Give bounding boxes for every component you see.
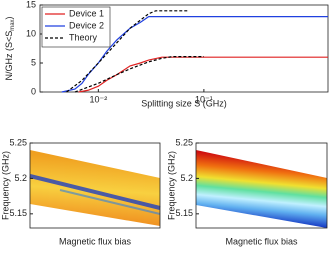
- y-tick-label: 5.2: [14, 173, 27, 183]
- y-tick-label: 5.2: [180, 173, 193, 183]
- heatmap-streak: [29, 174, 161, 210]
- x-tick-label: 10⁻¹: [195, 94, 213, 104]
- y-tick-label: 5.25: [175, 137, 193, 147]
- axes-frame: [195, 142, 328, 229]
- y-axis-label: Frequency (GHz): [0, 151, 10, 220]
- legend-label: Theory: [69, 32, 98, 42]
- legend-label: Device 1: [69, 8, 104, 18]
- y-tick-label: 5: [31, 57, 36, 67]
- y-axis-label: Frequency (GHz): [166, 151, 176, 220]
- heatmap-band: [30, 150, 160, 226]
- series-line: [66, 10, 188, 93]
- y-axis-label-part: ): [4, 16, 14, 19]
- y-tick-label: 0: [31, 86, 36, 96]
- x-axis-label: Magnetic flux bias: [225, 236, 298, 246]
- series-line: [78, 56, 328, 93]
- y-tick-label: 5.15: [175, 208, 193, 218]
- x-axis-label: Splitting size S (GHz): [141, 98, 227, 108]
- y-axis-label-part: N/GHz (S<S: [4, 31, 14, 81]
- axes-frame: [39, 4, 329, 93]
- series-line: [74, 56, 204, 93]
- heatmap-band: [196, 150, 327, 228]
- y-axis-label-part: max: [10, 19, 16, 30]
- legend-box: [41, 6, 111, 48]
- y-tick-label: 5.25: [9, 137, 27, 147]
- axes-frame: [29, 142, 161, 229]
- heatmap-streak: [59, 189, 161, 215]
- x-axis-label: Magnetic flux bias: [59, 236, 132, 246]
- series-line: [61, 16, 328, 93]
- y-axis-label: N/GHz (S<Smax): [4, 16, 15, 80]
- y-tick-label: 15: [26, 0, 36, 9]
- legend-label: Device 2: [69, 20, 104, 30]
- x-tick-label: 10⁻²: [89, 94, 107, 104]
- y-tick-label: 10: [26, 28, 36, 38]
- y-tick-label: 5.15: [9, 208, 27, 218]
